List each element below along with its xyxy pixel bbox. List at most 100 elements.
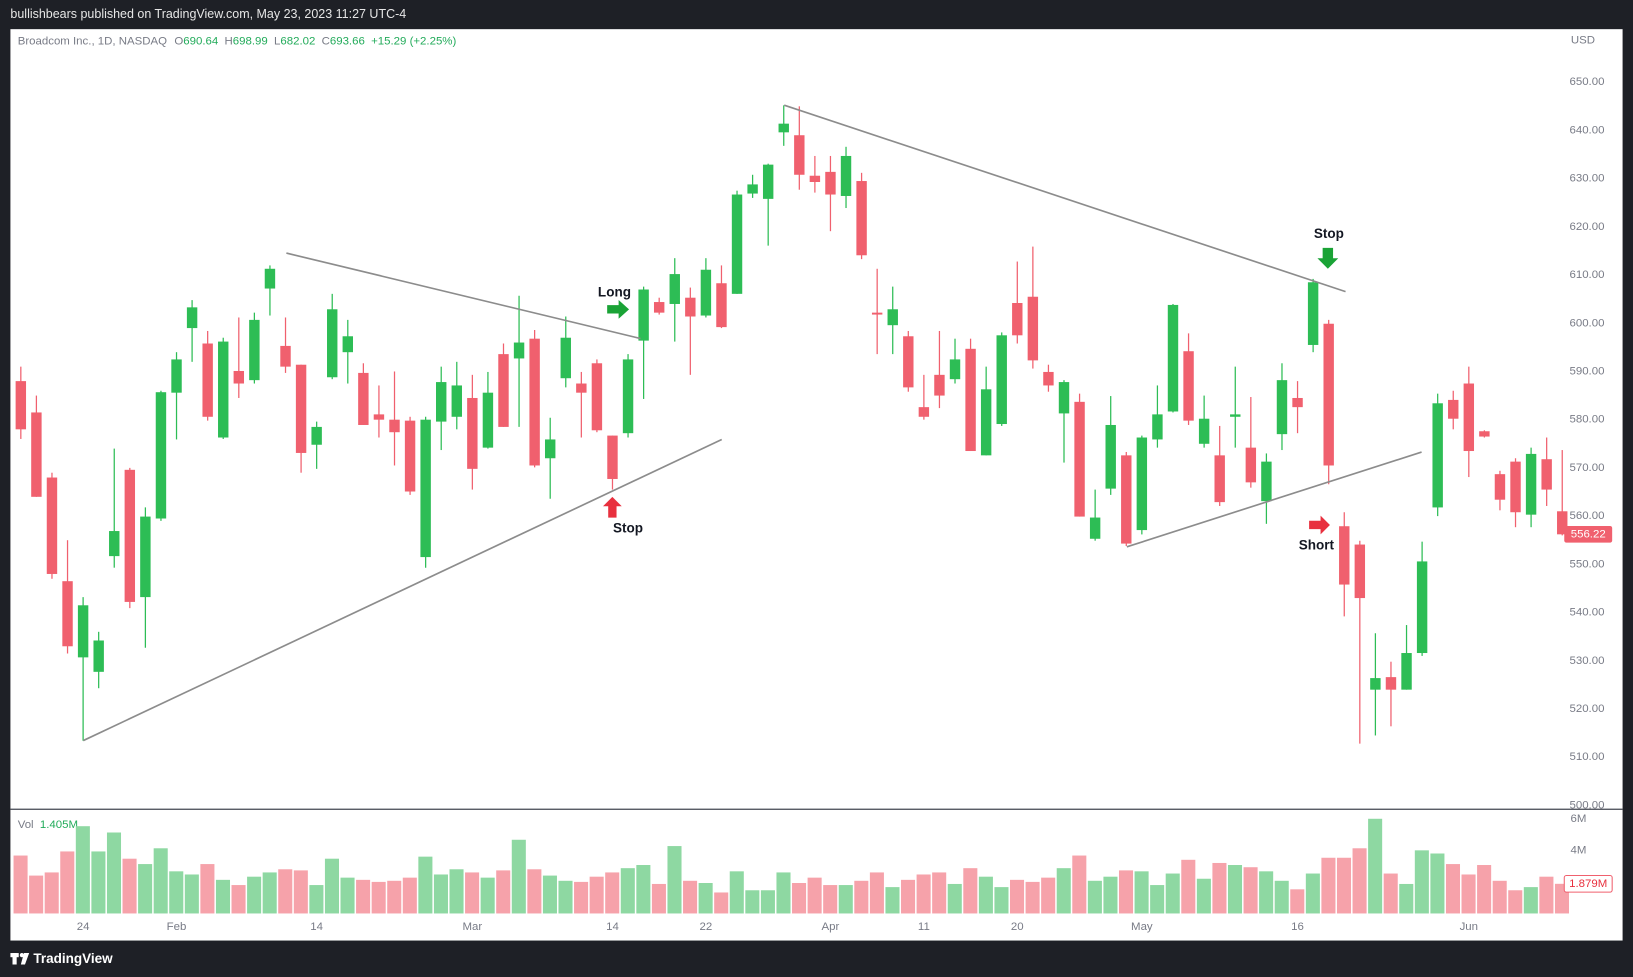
ohlc-value: 690.64: [183, 36, 219, 48]
candle-body: [903, 336, 914, 388]
candle-body: [280, 345, 291, 367]
volume-bar: [371, 881, 386, 914]
candle-body: [1541, 459, 1552, 490]
candle-body: [498, 354, 509, 427]
volume-bar: [542, 875, 557, 914]
volume-bar: [1383, 873, 1398, 914]
volume-bar: [1118, 870, 1134, 914]
logo-part: [20, 953, 30, 965]
candle-body: [716, 283, 727, 328]
y-tick-label: 530.00: [1569, 655, 1604, 667]
volume-bar: [324, 858, 339, 914]
volume-bar: [916, 874, 931, 914]
trendline: [82, 438, 723, 742]
candle-body: [436, 382, 447, 422]
x-tick-label: 11: [918, 921, 930, 933]
volume-tick-label: 4M: [1571, 844, 1587, 856]
volume-bar: [1336, 857, 1352, 914]
y-tick-label: 600.00: [1569, 317, 1604, 329]
candle-body: [1525, 453, 1537, 515]
volume-bar: [636, 865, 651, 914]
volume-bar: [387, 880, 402, 914]
volume-bar: [963, 868, 978, 914]
candle-body: [1510, 461, 1521, 513]
y-tick-label: 590.00: [1569, 365, 1604, 377]
volume-bar: [854, 880, 869, 914]
candle-body: [1198, 418, 1210, 444]
candle-body: [62, 581, 73, 647]
candle-body: [1339, 526, 1350, 585]
candle-body: [233, 370, 245, 384]
volume-bar: [994, 887, 1009, 914]
candle-body: [404, 420, 416, 492]
volume-bar: [620, 868, 635, 914]
candle-body: [794, 135, 805, 175]
candle-body: [731, 194, 743, 294]
candle-body: [887, 309, 898, 326]
candle-body: [1121, 455, 1132, 544]
y-tick-label: 610.00: [1569, 269, 1604, 281]
y-tick-label: 550.00: [1569, 558, 1604, 570]
candle-body: [311, 426, 322, 445]
candle-body: [420, 419, 431, 558]
trendline: [286, 252, 641, 340]
x-tick-label: 14: [310, 921, 323, 933]
candle-body: [46, 477, 58, 574]
x-tick-label: 24: [77, 921, 90, 933]
candle-body: [762, 164, 774, 199]
change: +15.29 (+2.25%): [371, 36, 456, 48]
candle-body: [918, 407, 930, 417]
candle-body: [1292, 397, 1303, 408]
candle-body: [544, 439, 556, 459]
volume-bar: [122, 858, 137, 914]
volume-bar: [356, 879, 371, 914]
candle-body: [1245, 447, 1257, 483]
volume-bar: [1025, 881, 1040, 914]
last-volume-label: 1.879M: [1569, 878, 1607, 890]
candle-body: [1043, 371, 1054, 386]
volume-bar: [511, 839, 526, 914]
volume-bar: [1243, 867, 1258, 914]
candle-body: [638, 289, 649, 341]
ohlc-value: 698.99: [233, 36, 268, 48]
arrow: [603, 496, 622, 518]
candle-body: [591, 363, 603, 431]
candle-body: [467, 397, 478, 469]
volume-bar: [978, 876, 993, 914]
annotation: Long: [598, 284, 631, 299]
volume-bar: [1196, 878, 1211, 914]
volume-bar: [1290, 889, 1305, 914]
candle-body: [295, 364, 307, 453]
footer-brand: TradingView: [33, 951, 113, 966]
y-tick-label: 500.00: [1569, 799, 1604, 811]
candle-body: [1183, 351, 1194, 421]
candle-body: [747, 184, 758, 194]
ohlc-key: C: [322, 36, 330, 48]
volume-bar: [1305, 873, 1320, 914]
volume-bar: [1430, 853, 1445, 914]
volume-bar: [1477, 865, 1492, 914]
x-tick-label: 16: [1291, 921, 1304, 933]
volume-bar: [91, 851, 106, 914]
volume-bar: [1165, 873, 1180, 914]
candle-body: [451, 385, 462, 417]
plot: 500.00 510.00 520.00 530.00 540.00 550.00 560.…: [13, 76, 1613, 933]
candle-body: [825, 171, 836, 195]
candle-body: [482, 392, 494, 448]
volume-bar: [901, 879, 916, 914]
annotation: Short: [1299, 537, 1335, 552]
volume-bar: [807, 877, 822, 914]
candle-body: [1012, 303, 1023, 336]
candle-body: [93, 640, 104, 672]
volume-bar: [13, 855, 28, 914]
annotation: Stop: [613, 521, 643, 536]
x-tick-label: Jun: [1460, 921, 1478, 933]
volume-bar: [869, 872, 884, 914]
volume-bar: [760, 890, 775, 914]
candle-body: [124, 469, 136, 602]
drawings: [82, 104, 1422, 742]
candle-body: [109, 531, 120, 557]
volume-bar: [1461, 874, 1476, 914]
candle-body: [1261, 461, 1272, 502]
